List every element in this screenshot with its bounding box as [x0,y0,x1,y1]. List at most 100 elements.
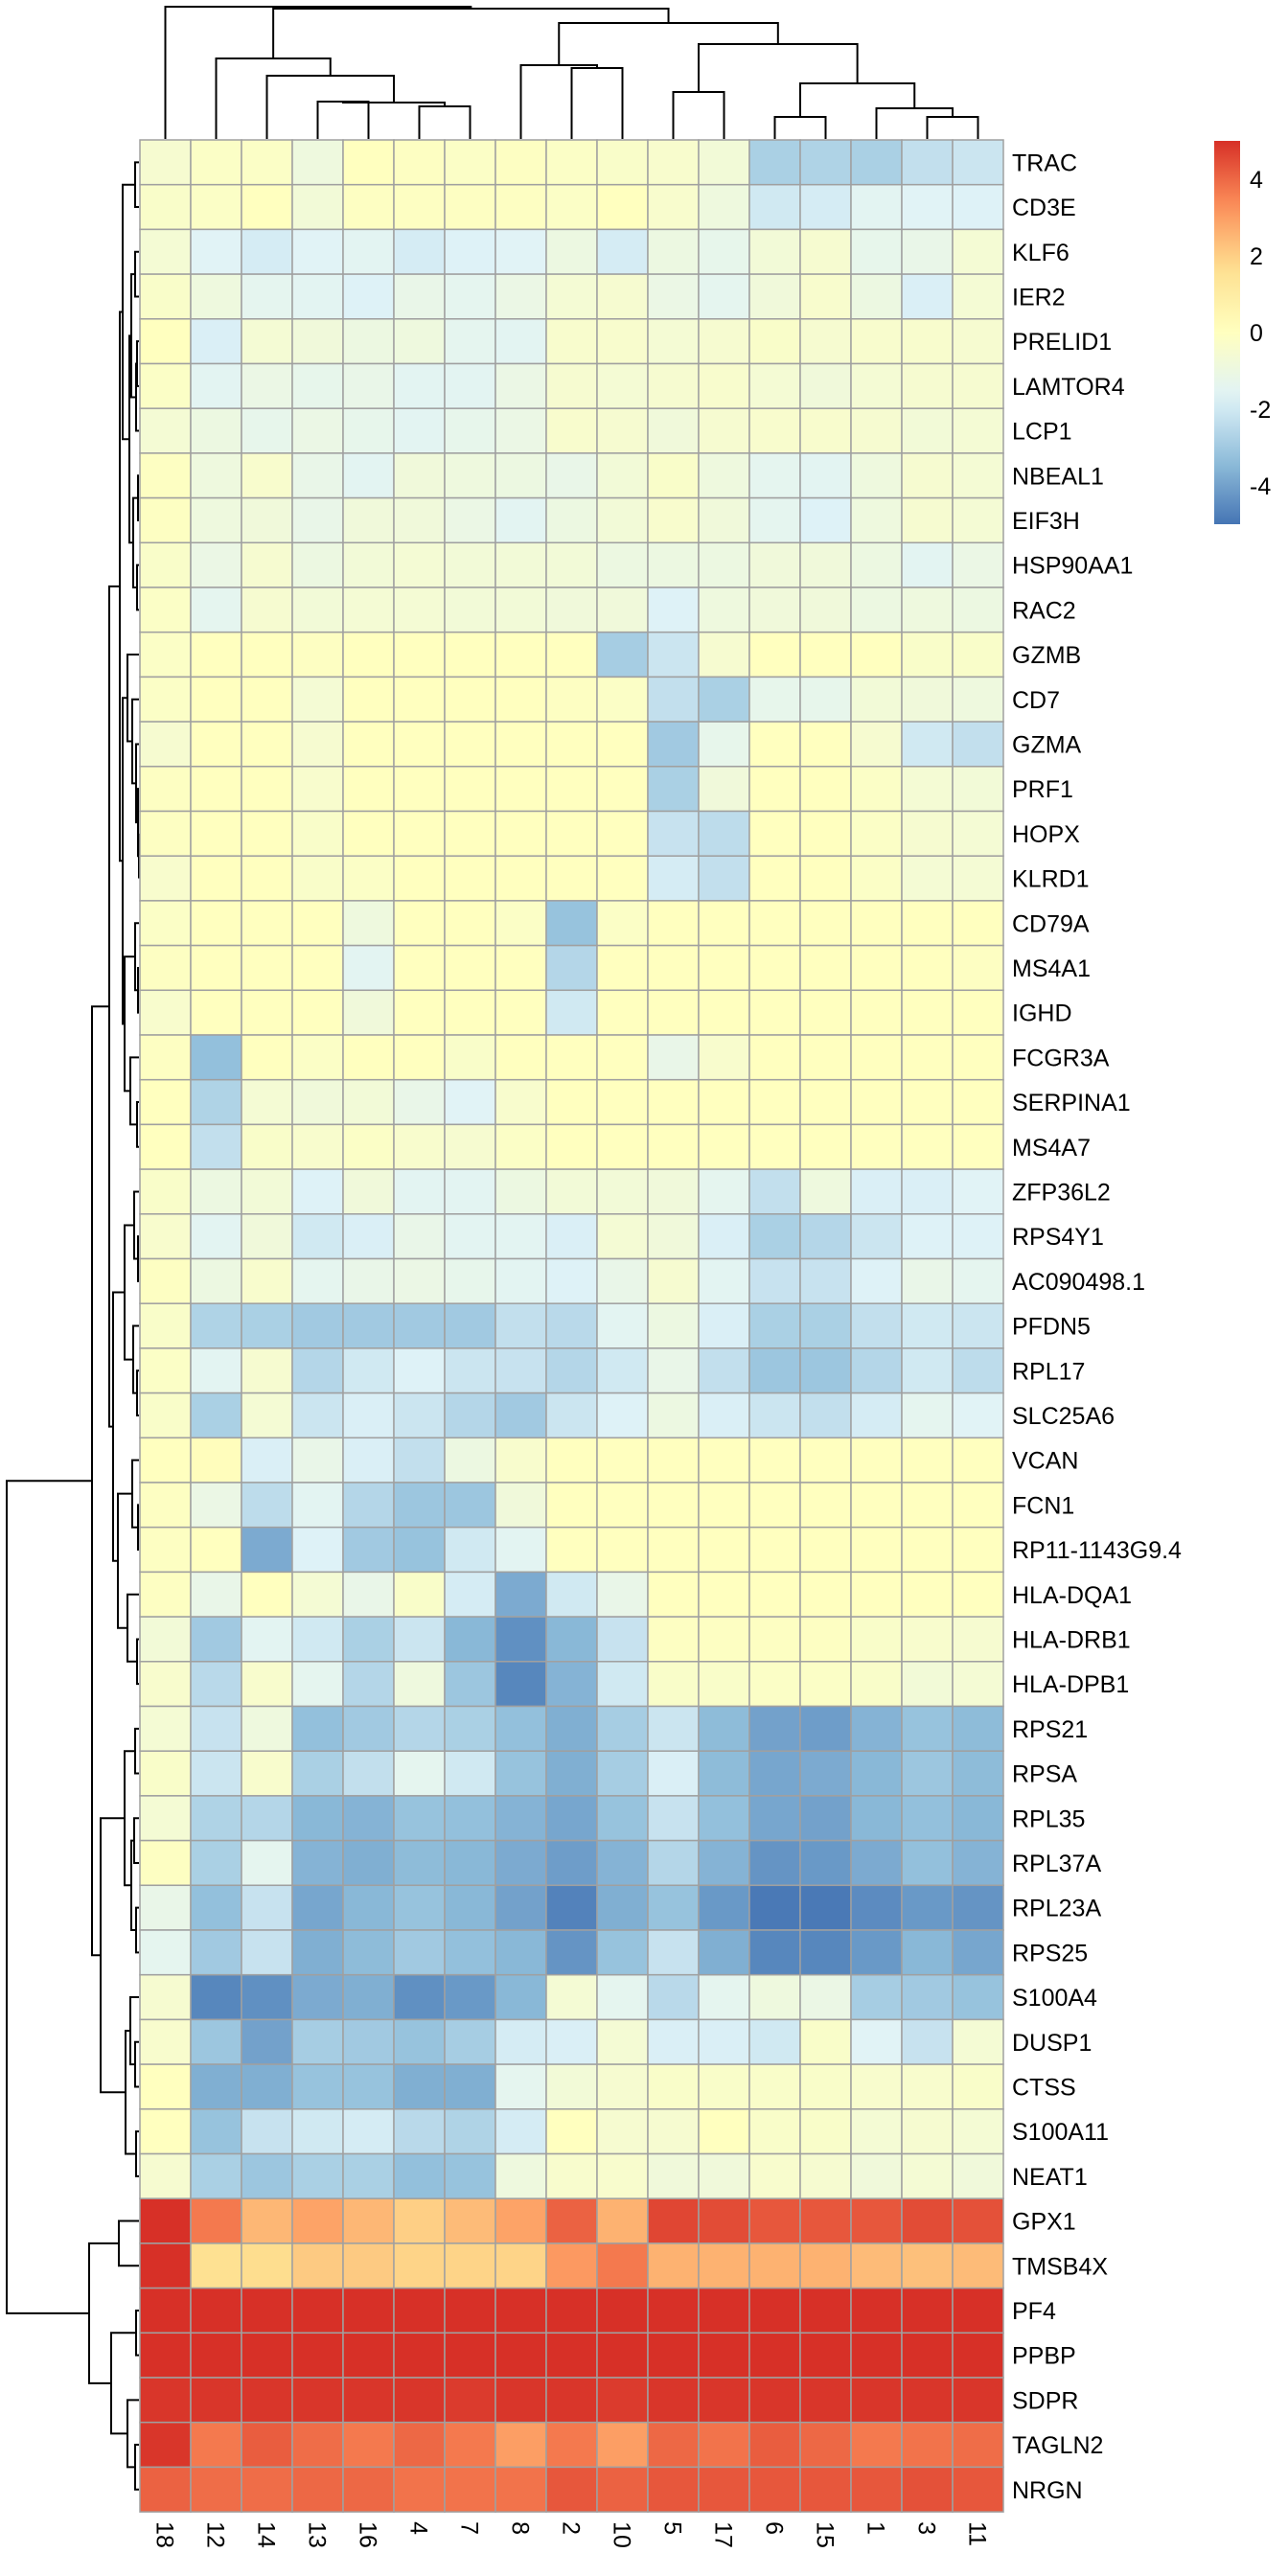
heatmap-cell [545,1795,598,1842]
column-dendrogram-branch [215,58,332,139]
heatmap-cell [748,631,801,678]
heatmap-cell [190,2332,242,2379]
heatmap-cell [596,989,649,1036]
row-label: RPL35 [1012,1806,1085,1832]
heatmap-cell [393,1078,446,1126]
heatmap-cell [850,1213,903,1260]
heatmap-cell [241,1034,293,1081]
heatmap-cell [444,1795,496,1842]
heatmap-cell [444,1750,496,1797]
heatmap-cell [799,900,852,947]
heatmap-cell [139,721,192,768]
heatmap-cell [647,2287,700,2334]
heatmap-cell [698,1526,750,1574]
heatmap-cell [545,1078,598,1126]
heatmap-cell [393,2018,446,2065]
heatmap-cell [139,1973,192,2021]
heatmap-cell [596,1302,649,1349]
heatmap-cell [698,1839,750,1887]
heatmap-cell [190,228,242,275]
column-label: 6 [761,2521,788,2535]
heatmap-cell [952,721,1004,768]
heatmap-cell [139,362,192,409]
heatmap-cell [799,407,852,454]
heatmap-cell [850,2197,903,2244]
heatmap-cell [901,1929,954,1976]
heatmap-cell [748,496,801,544]
heatmap-cell [952,1034,1004,1081]
row-dendrogram-branch [134,2040,139,2088]
heatmap-cell [444,1257,496,1304]
column-label: 1 [862,2521,889,2535]
column-dendrogram-branch [519,64,598,139]
row-dendrogram-branch [133,1817,139,1864]
heatmap-cell [190,1750,242,1797]
heatmap-cell [596,2242,649,2289]
heatmap-cell [241,1123,293,1170]
color-legend: 4 2 0 -2 -4 [1214,141,1271,524]
column-labels: 18 12 14 13 16 4 7 8 2 10 5 17 6 15 1 3 11 [151,2521,991,2548]
heatmap-cell [748,273,801,320]
heatmap-cell [698,1482,750,1529]
heatmap-cell [850,1168,903,1215]
heatmap-cell [748,586,801,633]
heatmap-cell [393,1929,446,1976]
heatmap-cell [647,2242,700,2289]
heatmap-cell [494,1884,547,1931]
heatmap-cell [850,2466,903,2513]
heatmap-cell [342,766,395,813]
heatmap-cell [393,1839,446,1887]
heatmap-cell [444,1482,496,1529]
heatmap-cell [901,228,954,275]
row-label: HOPX [1012,821,1080,848]
heatmap-cell [342,2466,395,2513]
column-label: 4 [405,2521,432,2535]
heatmap-cell [748,1482,801,1529]
heatmap-cell [698,1705,750,1752]
heatmap-cell [494,2152,547,2199]
heatmap-cell [596,2332,649,2379]
row-dendrogram-branch [136,340,139,387]
heatmap-cell [494,1257,547,1304]
heatmap-cell [444,586,496,633]
heatmap-cell [190,2197,242,2244]
heatmap-cell [241,318,293,365]
heatmap-cell [901,318,954,365]
column-dendrogram-branch [672,91,725,139]
heatmap-cell [494,1929,547,1976]
heatmap-cell [698,1929,750,1976]
heatmap-cell [545,2332,598,2379]
heatmap-cell [139,1034,192,1081]
heatmap-cell [850,1257,903,1304]
heatmap-cell [596,2108,649,2155]
heatmap-cell [342,1168,395,1215]
heatmap-cell [241,228,293,275]
heatmap-cell [647,1213,700,1260]
heatmap-cell [190,1571,242,1618]
heatmap-cell [494,362,547,409]
heatmap-cell [850,1616,903,1663]
heatmap-cell [952,989,1004,1036]
heatmap-cell [799,1705,852,1752]
heatmap-cell [241,452,293,499]
heatmap-cell [190,541,242,588]
heatmap-cell [850,1034,903,1081]
heatmap-cell [190,2242,242,2289]
heatmap-cell [494,721,547,768]
heatmap-cell [291,2287,344,2334]
heatmap-cell [291,1168,344,1215]
heatmap-cell [799,721,852,768]
heatmap-cell [596,183,649,231]
heatmap-cell [850,362,903,409]
heatmap-cell [190,1482,242,1529]
heatmap-cell [952,944,1004,992]
heatmap-cell [494,2108,547,2155]
heatmap-cell [342,1839,395,1887]
heatmap-cell [901,855,954,902]
heatmap-cell [952,810,1004,857]
heatmap-cell [494,1392,547,1439]
heatmap-cell [799,989,852,1036]
heatmap-cell [139,766,192,813]
row-label: RPS21 [1012,1716,1088,1743]
heatmap-cell [139,2421,192,2469]
